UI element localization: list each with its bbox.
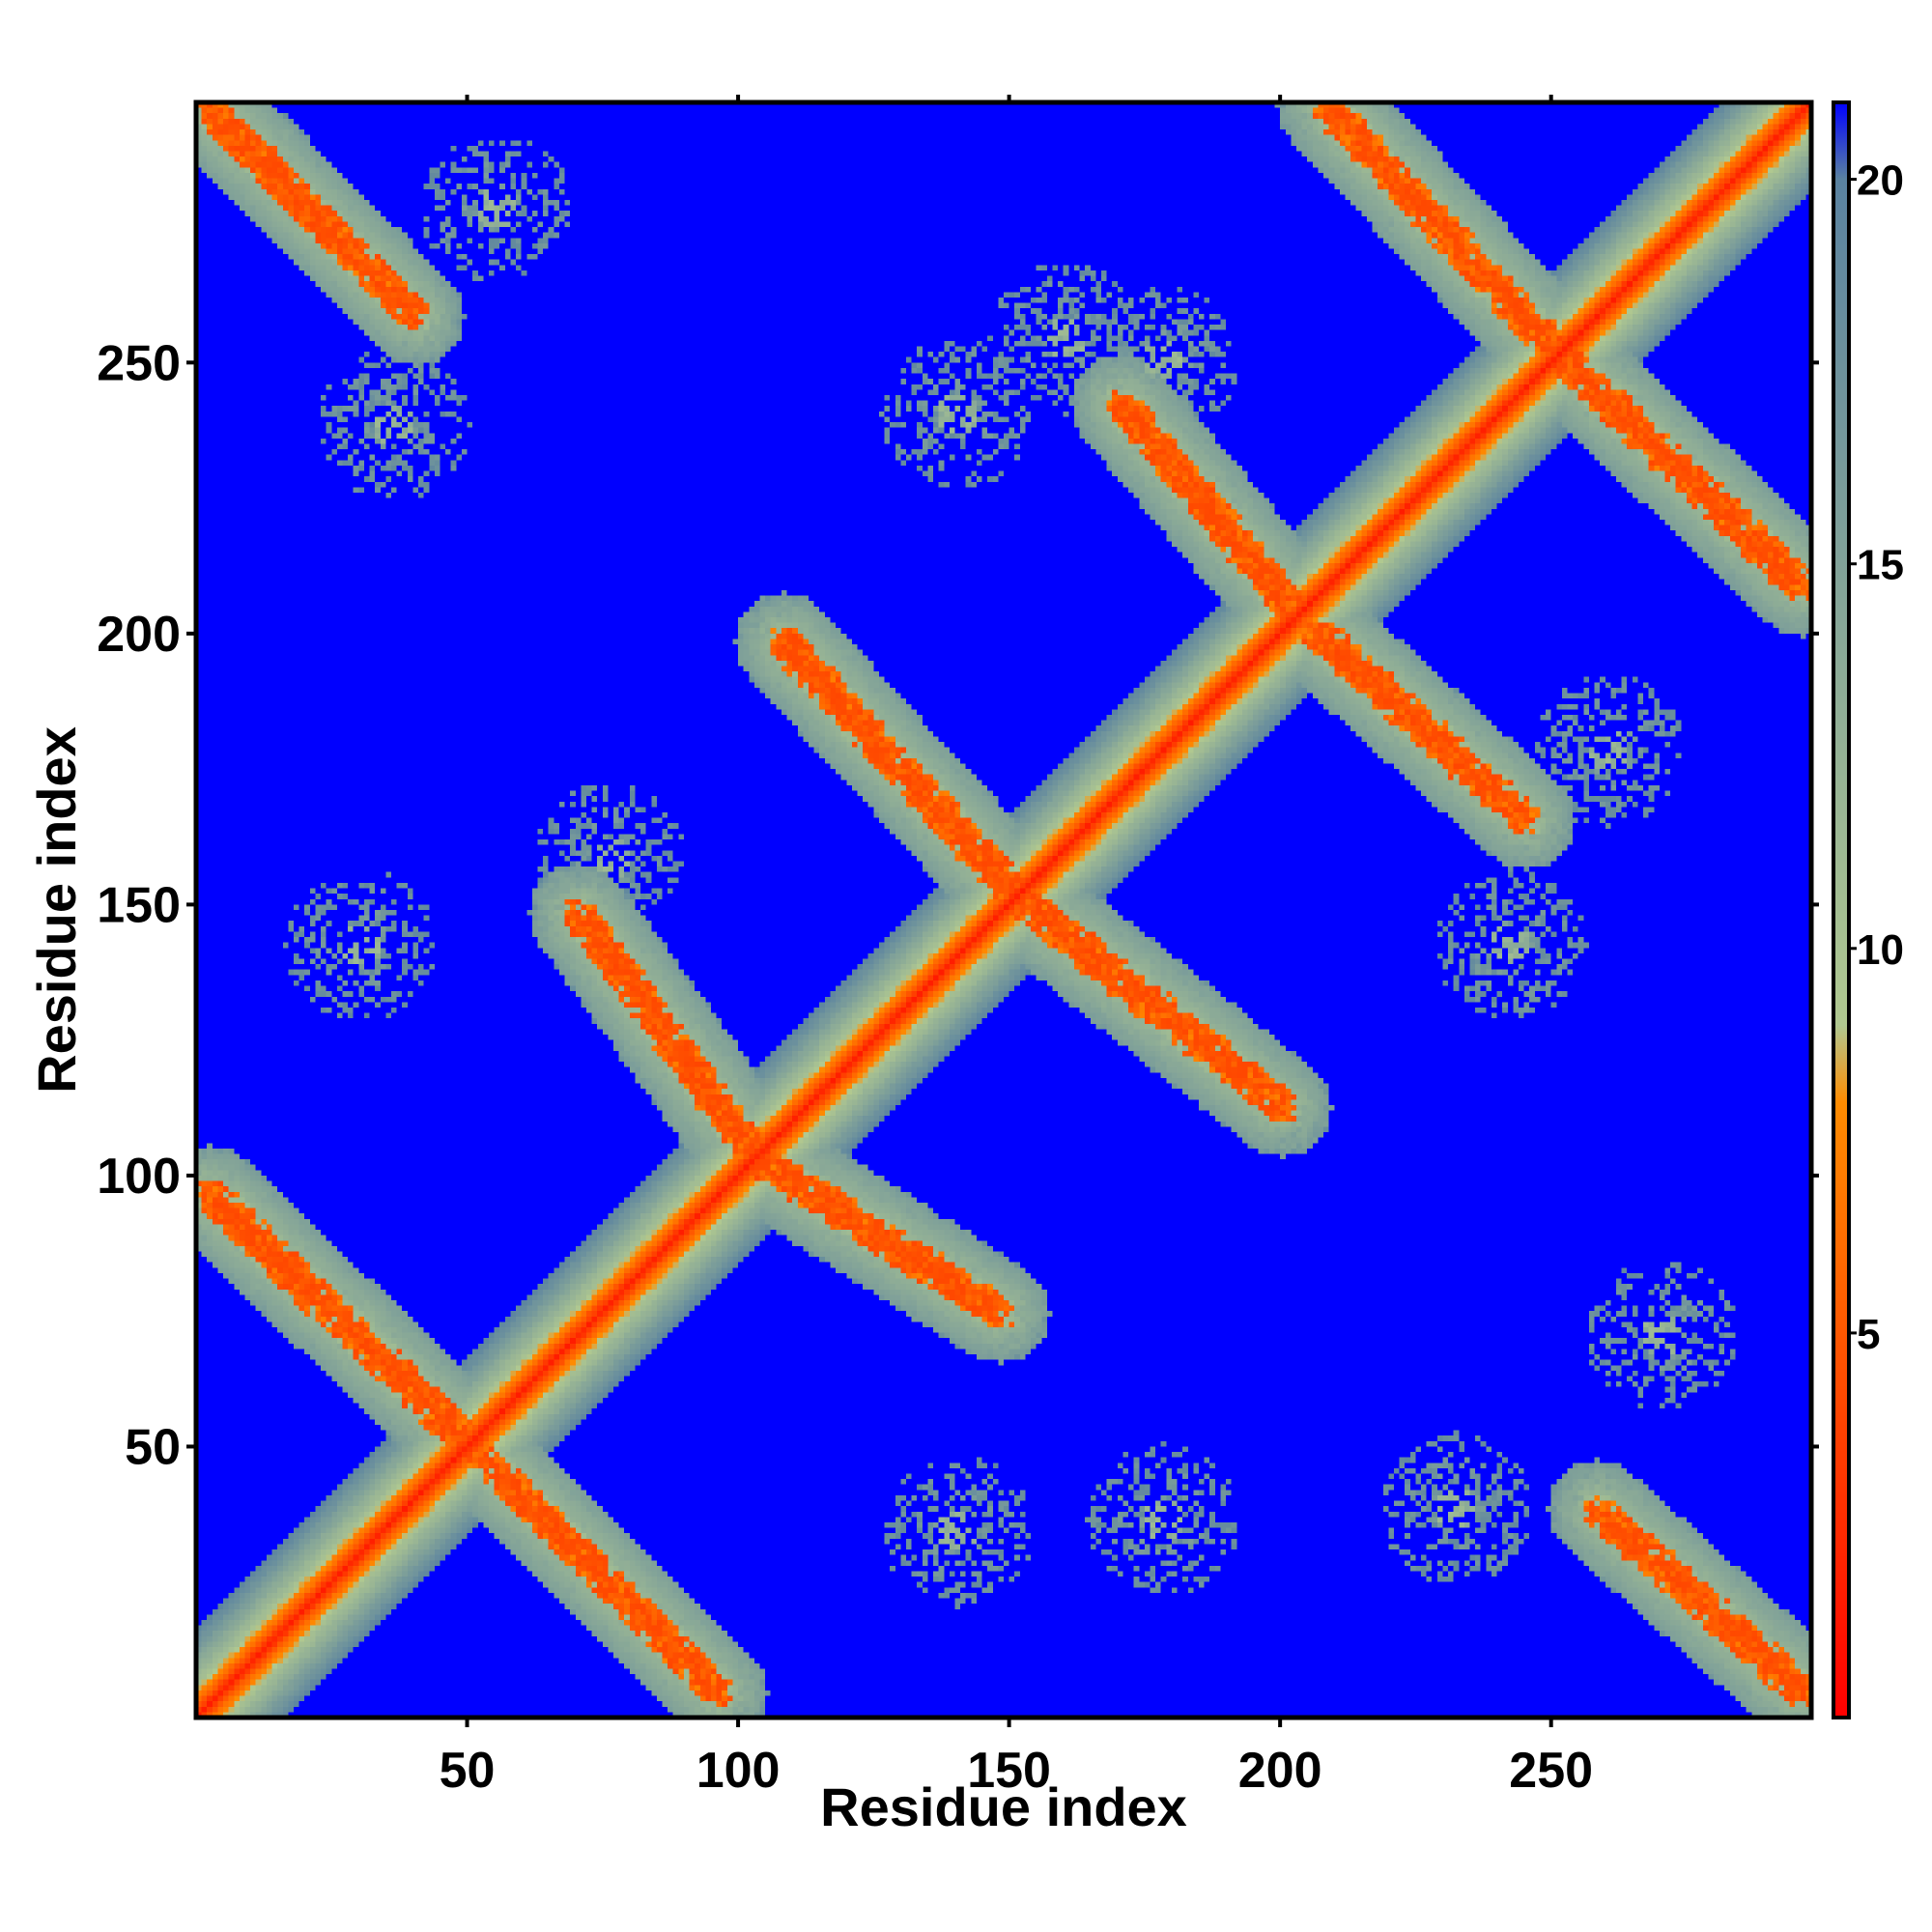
heatmap-cells xyxy=(196,102,1811,1718)
y-tick-label: 50 xyxy=(125,1419,181,1475)
x-tick-label: 250 xyxy=(1509,1743,1593,1799)
y-tick-label: 100 xyxy=(97,1149,181,1205)
colorbar-gradient xyxy=(1832,100,1851,1719)
colorbar-tick-label: 15 xyxy=(1857,542,1904,589)
colorbar-tick-label: 20 xyxy=(1857,157,1904,205)
x-tick-label: 50 xyxy=(440,1743,496,1799)
x-tick-label: 100 xyxy=(696,1743,781,1799)
y-tick-label: 150 xyxy=(97,877,181,933)
colorbar-tick-label: 10 xyxy=(1857,926,1904,974)
x-tick-label: 200 xyxy=(1238,1743,1322,1799)
plot-area xyxy=(196,102,1811,1718)
colorbar: 5 10 15 20 xyxy=(1832,100,1904,1719)
x-axis: 50 100 150 200 250 xyxy=(440,95,1593,1799)
x-tick-label: 150 xyxy=(967,1743,1051,1799)
y-tick-label: 250 xyxy=(97,335,181,391)
y-axis: 50 100 150 200 250 xyxy=(97,335,1819,1475)
y-tick-label: 200 xyxy=(97,607,181,663)
y-axis-title: Residue index xyxy=(26,726,87,1094)
x-axis-title: Residue index xyxy=(820,1776,1187,1837)
colorbar-tick-label: 5 xyxy=(1857,1311,1880,1358)
plot-frame xyxy=(193,99,1814,1720)
